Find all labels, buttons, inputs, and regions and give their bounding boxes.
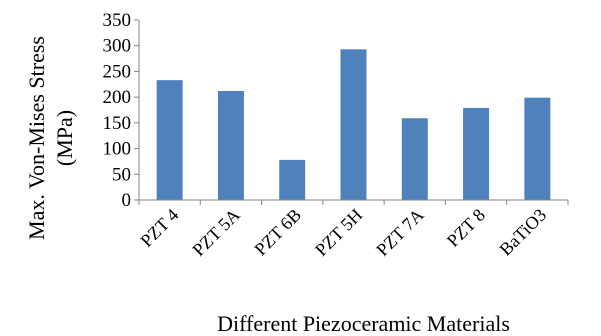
x-tick-label: PZT 4 bbox=[136, 205, 182, 251]
x-tick-label: PZT 6B bbox=[250, 205, 305, 260]
y-tick-label: 100 bbox=[103, 139, 132, 160]
x-tick-label: PZT 5H bbox=[311, 205, 366, 260]
x-axis-title: Different Piezoceramic Materials bbox=[217, 311, 510, 336]
bar bbox=[463, 107, 490, 200]
category-labels: PZT 4 PZT 5A PZT 6B PZT 5H PZT 7A PZT 8 BaTiO3 bbox=[136, 205, 550, 260]
bar bbox=[340, 49, 367, 200]
y-axis-title-line1: Max. Von-Mises Stress bbox=[24, 36, 49, 240]
y-tick-label: 0 bbox=[122, 190, 132, 211]
x-tick-label: PZT 5A bbox=[188, 205, 243, 260]
x-tick-label: PZT 8 bbox=[443, 205, 489, 251]
y-tick-label: 300 bbox=[103, 36, 132, 57]
y-tick-label: 200 bbox=[103, 87, 132, 108]
x-tick-label: BaTiO3 bbox=[495, 205, 550, 260]
y-axis-ticks: 0 50 100 150 200 250 300 350 bbox=[103, 10, 569, 211]
y-tick-label: 50 bbox=[112, 164, 131, 185]
y-tick-label: 150 bbox=[103, 113, 132, 134]
bar bbox=[279, 159, 306, 200]
x-tick-label: PZT 7A bbox=[372, 205, 427, 260]
bars bbox=[156, 49, 551, 200]
y-axis-title-line2: (MPa) bbox=[52, 110, 77, 166]
bar bbox=[524, 97, 551, 200]
y-tick-label: 350 bbox=[103, 10, 132, 31]
y-tick-label: 250 bbox=[103, 61, 132, 82]
bar bbox=[401, 118, 428, 200]
bar bbox=[217, 90, 244, 200]
bar bbox=[156, 80, 183, 200]
